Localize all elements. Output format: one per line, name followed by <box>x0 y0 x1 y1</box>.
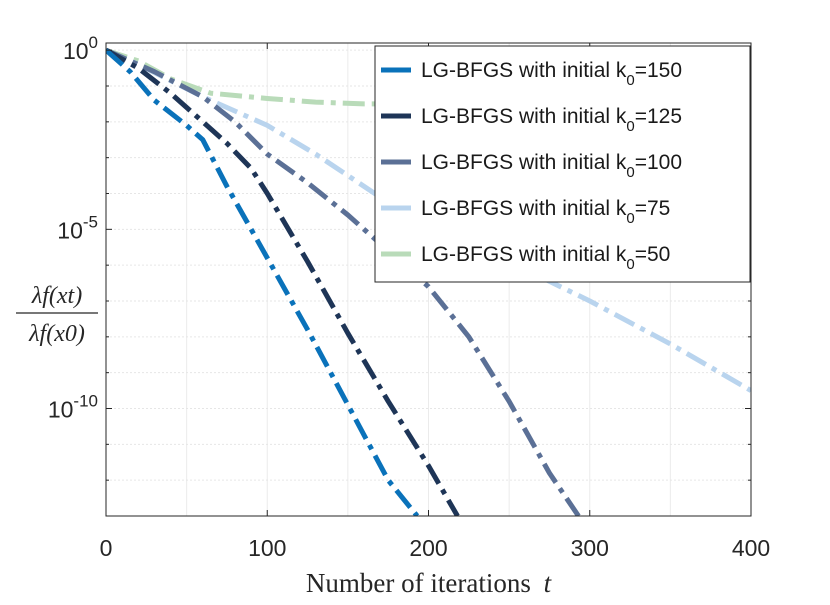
x-axis-label-text: Number of iterations <box>306 568 531 598</box>
series-line-k0-150 <box>106 48 420 516</box>
legend-label-suffix: =75 <box>635 197 671 220</box>
series-line-k0-50 <box>106 47 397 107</box>
legend-label-prefix: LG-BFGS with initial k <box>421 151 627 174</box>
x-tick-label: 400 <box>732 535 770 561</box>
legend-item: LG-BFGS with initial k0=100 <box>381 151 682 181</box>
y-tick-base: 10 <box>63 38 89 64</box>
y-tick-label: 100 <box>63 33 98 64</box>
y-axis-label: λf(xt) λf(x0) <box>16 283 98 347</box>
legend-label-prefix: LG-BFGS with initial k <box>421 105 627 128</box>
x-tick-label: 100 <box>248 535 286 561</box>
x-tick-label: 300 <box>571 535 609 561</box>
x-axis-label-var: t <box>544 568 553 598</box>
series-line-k0-125 <box>106 48 460 516</box>
y-tick-label: 10-10 <box>48 392 98 423</box>
series-line-k0-100 <box>106 47 581 516</box>
legend-label-subscript: 0 <box>626 256 634 273</box>
y-axis-label-numerator: λf(xt) <box>31 283 82 309</box>
y-tick-exponent: -10 <box>73 392 98 411</box>
x-axis-ticks: 0 100 200 300 400 <box>100 43 770 561</box>
legend-item: LG-BFGS with initial k0=150 <box>381 59 682 89</box>
legend-item: LG-BFGS with initial k0=125 <box>381 105 682 135</box>
x-axis-label: Number of iterations t <box>306 568 553 598</box>
legend-label-subscript: 0 <box>626 72 634 89</box>
legend-label: LG-BFGS with initial k0=150 <box>421 59 682 89</box>
legend-label-prefix: LG-BFGS with initial k <box>421 243 627 266</box>
legend-label: LG-BFGS with initial k0=125 <box>421 105 682 135</box>
legend-item: LG-BFGS with initial k0=75 <box>381 197 670 227</box>
y-tick-base: 10 <box>48 397 74 423</box>
legend-label-prefix: LG-BFGS with initial k <box>421 197 627 220</box>
legend-label-subscript: 0 <box>626 118 634 135</box>
x-tick-label: 0 <box>100 535 113 561</box>
legend-label-suffix: =125 <box>635 105 682 128</box>
legend-label-suffix: =50 <box>635 243 671 266</box>
legend-item: LG-BFGS with initial k0=50 <box>381 243 670 273</box>
y-tick-base: 10 <box>57 217 83 243</box>
legend-label-suffix: =100 <box>635 151 682 174</box>
y-tick-exponent: -5 <box>83 212 98 231</box>
legend-label-subscript: 0 <box>626 164 634 181</box>
y-tick-label: 10-5 <box>57 212 98 243</box>
y-axis-label-denominator: λf(x0) <box>28 321 85 347</box>
legend-label-subscript: 0 <box>626 210 634 227</box>
legend-label-suffix: =150 <box>635 59 682 82</box>
legend-label: LG-BFGS with initial k0=50 <box>421 243 670 273</box>
legend-box <box>374 45 751 283</box>
legend-label-prefix: LG-BFGS with initial k <box>421 59 627 82</box>
series-lines <box>106 47 751 516</box>
legend-label: LG-BFGS with initial k0=75 <box>421 197 670 227</box>
legend-label: LG-BFGS with initial k0=100 <box>421 151 682 181</box>
y-tick-exponent: 0 <box>89 33 98 52</box>
x-tick-label: 200 <box>409 535 447 561</box>
